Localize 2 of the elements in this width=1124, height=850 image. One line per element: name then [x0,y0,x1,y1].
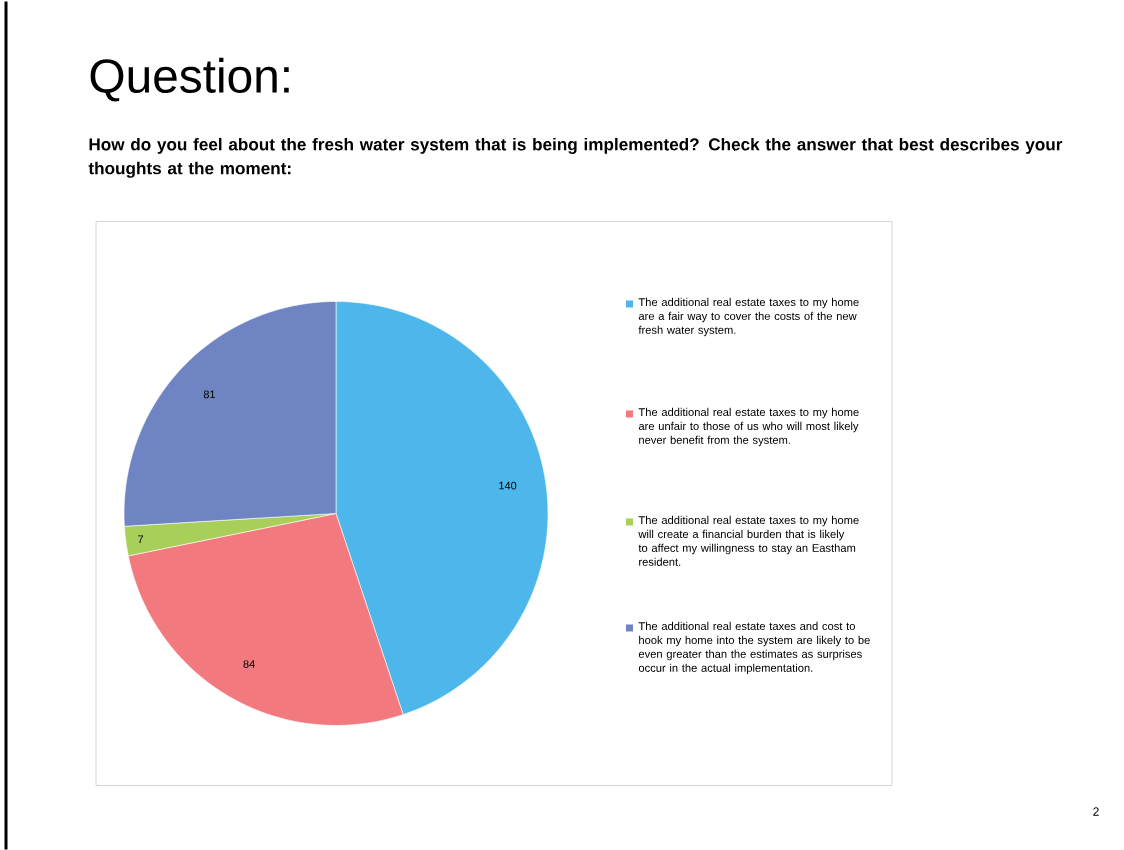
chart-title: Question: [90,57,289,102]
chart-subtitle: How do you feel about the fresh water system that is being implemented? Check the answer that best describes your thoughts at the moment: [88,137,1063,178]
